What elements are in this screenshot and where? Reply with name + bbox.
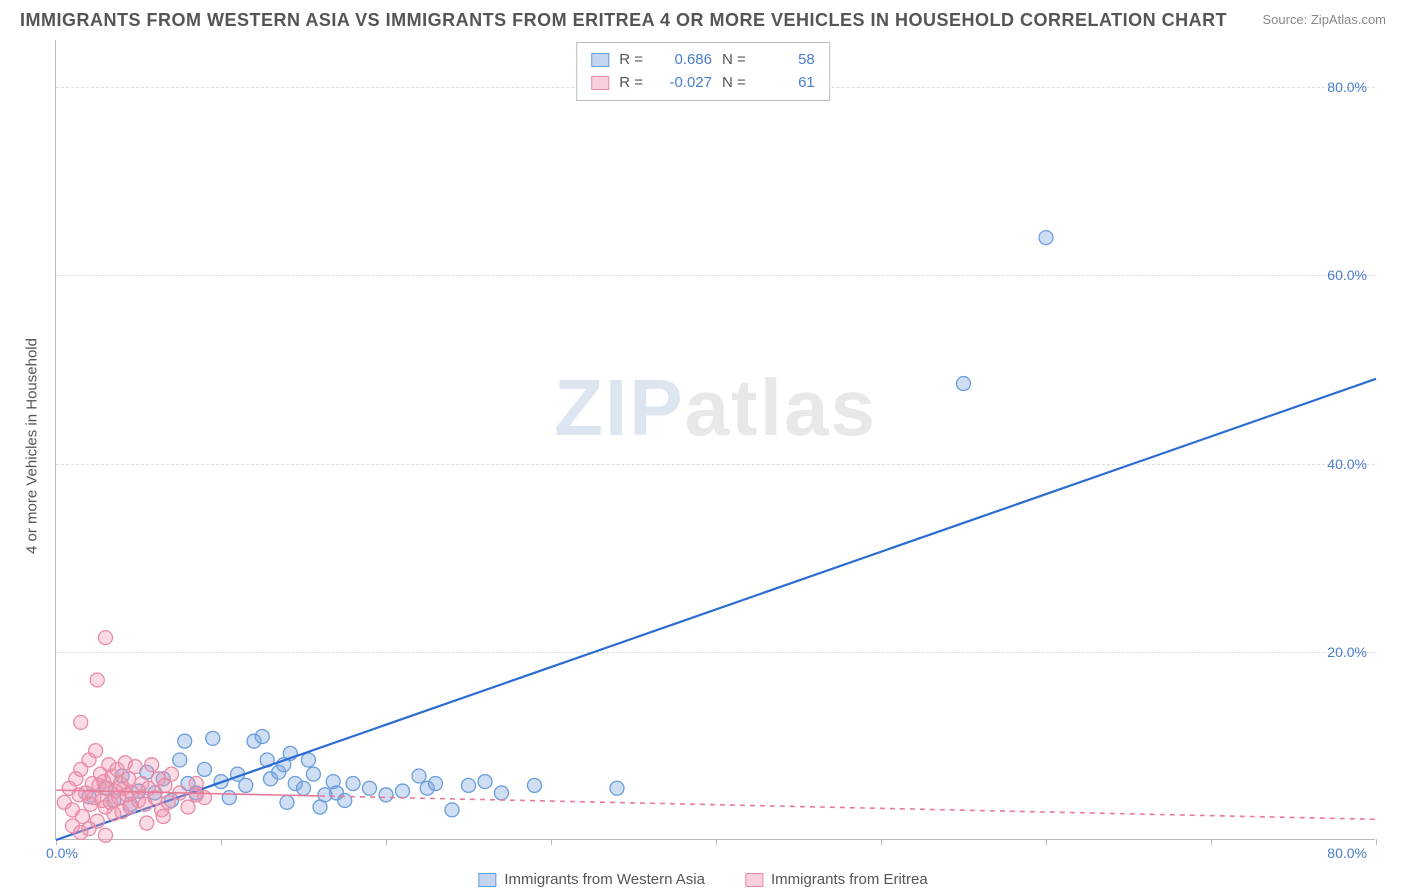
- chart-svg: [56, 40, 1375, 839]
- r-value-1: 0.686: [657, 49, 712, 72]
- source-label: Source: ZipAtlas.com: [1262, 12, 1386, 27]
- x-tick-mark: [1046, 839, 1047, 845]
- stats-row-1: R = 0.686 N = 58: [591, 49, 815, 72]
- r-label: R =: [619, 49, 643, 72]
- x-tick-mark: [881, 839, 882, 845]
- n-value-1: 58: [760, 49, 815, 72]
- n-value-2: 61: [760, 72, 815, 95]
- x-tick-mark: [716, 839, 717, 845]
- x-tick-start: 0.0%: [46, 845, 78, 861]
- x-tick-mark: [386, 839, 387, 845]
- legend-swatch-2: [745, 873, 763, 887]
- swatch-series1: [591, 53, 609, 67]
- legend-label-1: Immigrants from Western Asia: [504, 871, 705, 888]
- swatch-series2: [591, 76, 609, 90]
- plot-area: ZIPatlas 0.0% 80.0% 20.0%40.0%60.0%80.0%: [55, 40, 1375, 840]
- stats-row-2: R = -0.027 N = 61: [591, 72, 815, 95]
- x-tick-mark: [1376, 839, 1377, 845]
- y-axis-label: 4 or more Vehicles in Household: [24, 338, 41, 554]
- x-tick-end: 80.0%: [1327, 845, 1367, 861]
- chart-title: IMMIGRANTS FROM WESTERN ASIA VS IMMIGRAN…: [20, 10, 1227, 31]
- legend-item-1: Immigrants from Western Asia: [478, 871, 705, 888]
- x-tick-mark: [551, 839, 552, 845]
- legend-item-2: Immigrants from Eritrea: [745, 871, 928, 888]
- x-tick-mark: [1211, 839, 1212, 845]
- bottom-legend: Immigrants from Western Asia Immigrants …: [470, 871, 935, 888]
- r-value-2: -0.027: [657, 72, 712, 95]
- n-label: N =: [722, 72, 746, 95]
- x-tick-mark: [221, 839, 222, 845]
- n-label: N =: [722, 49, 746, 72]
- legend-swatch-1: [478, 873, 496, 887]
- stats-box: R = 0.686 N = 58 R = -0.027 N = 61: [576, 42, 830, 101]
- legend-label-2: Immigrants from Eritrea: [771, 871, 928, 888]
- r-label: R =: [619, 72, 643, 95]
